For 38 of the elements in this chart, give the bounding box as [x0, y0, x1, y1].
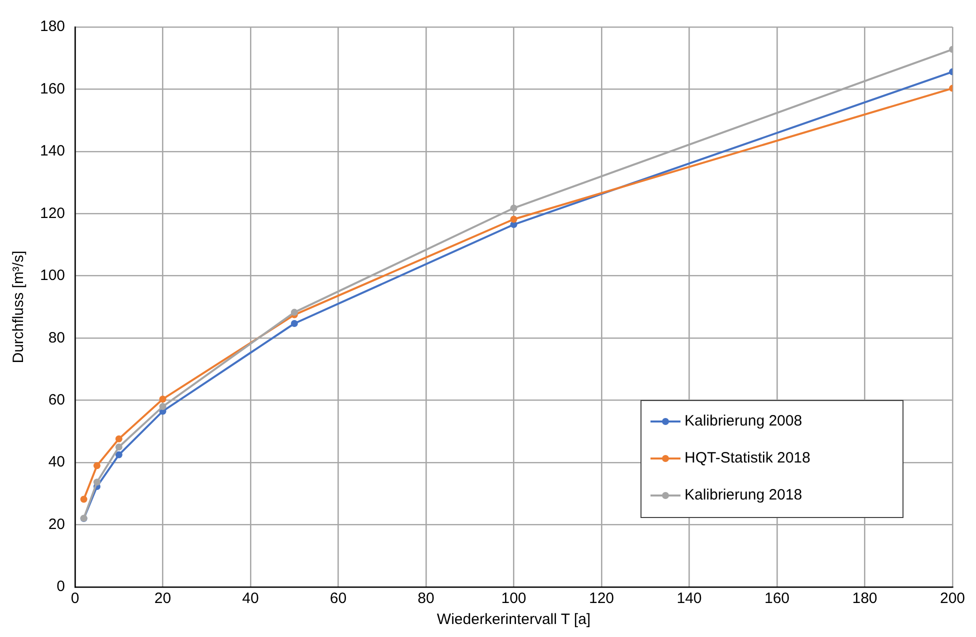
y-axis-title: Durchfluss [m³/s]	[10, 250, 28, 364]
y-tick-label: 120	[40, 204, 66, 222]
y-tick-label: 20	[48, 516, 66, 533]
x-tick-label: 40	[242, 590, 259, 608]
y-tick-label: 180	[40, 18, 66, 36]
x-tick-label: 20	[154, 590, 172, 608]
point	[115, 444, 122, 450]
y-tick-label: 80	[48, 329, 66, 346]
x-tick-label: 120	[588, 590, 614, 608]
legend-label: HQT-Statistik 2018	[684, 450, 810, 467]
legend-label: Kalibrierung 2008	[684, 412, 802, 430]
point	[510, 204, 518, 212]
x-tick-label: 160	[764, 590, 790, 608]
point	[290, 308, 298, 316]
y-tick-label: 60	[48, 391, 66, 408]
y-tick-label: 0	[56, 578, 66, 596]
point	[115, 435, 122, 442]
y-tick-label: 40	[48, 454, 66, 471]
y-tick-label: 100	[40, 267, 66, 284]
legend-label: Kalibrierung 2018	[684, 486, 802, 504]
point	[93, 462, 100, 470]
point	[510, 216, 518, 223]
y-tick-label: 160	[40, 80, 66, 98]
x-tick-label: 140	[676, 590, 702, 608]
point	[290, 320, 298, 327]
x-tick-label: 80	[418, 590, 434, 608]
point	[93, 478, 100, 486]
x-tick-label: 180	[852, 590, 878, 608]
x-tick-label: 0	[70, 590, 80, 608]
point	[115, 451, 122, 458]
x-tick-label: 200	[940, 590, 965, 608]
point	[159, 396, 166, 403]
x-tick-label: 60	[330, 590, 347, 608]
point	[159, 403, 166, 410]
y-tick-label: 140	[40, 142, 66, 160]
x-tick-label: 100	[501, 590, 526, 608]
point	[80, 496, 88, 503]
x-axis-title: Wiederkerintervall T [a]	[436, 611, 591, 628]
